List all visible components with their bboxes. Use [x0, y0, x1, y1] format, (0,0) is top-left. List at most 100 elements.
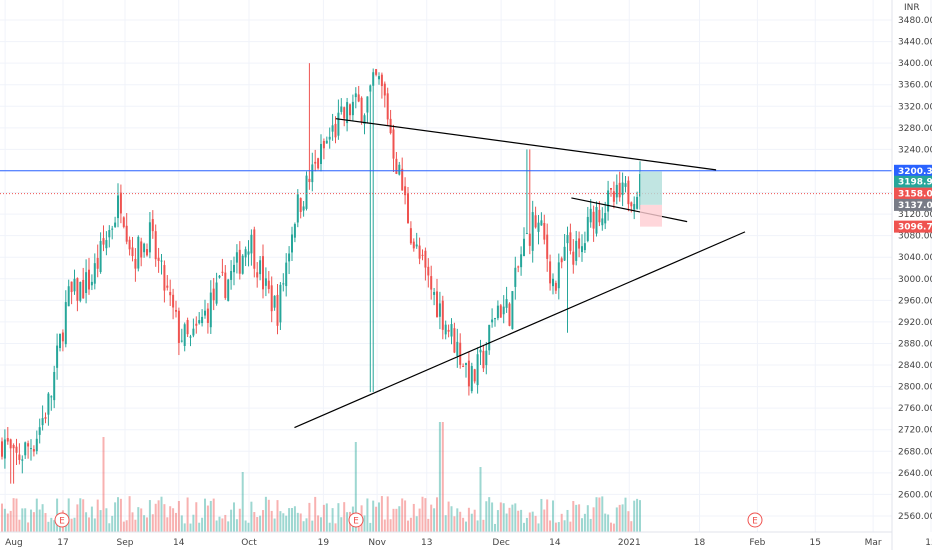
candle-body[interactable]	[453, 328, 456, 353]
candle-body[interactable]	[430, 276, 433, 290]
candle-body[interactable]	[520, 254, 523, 268]
candle-body[interactable]	[479, 349, 482, 353]
candle-body[interactable]	[433, 291, 436, 295]
candle-body[interactable]	[212, 288, 215, 301]
candle-body[interactable]	[172, 294, 175, 308]
candle-body[interactable]	[636, 196, 639, 209]
earnings-marker[interactable]	[348, 512, 364, 528]
candle-body[interactable]	[485, 350, 488, 366]
candle-body[interactable]	[224, 272, 227, 298]
candle-body[interactable]	[375, 69, 378, 75]
candle-body[interactable]	[288, 253, 291, 262]
candle-body[interactable]	[267, 280, 270, 290]
candle-body[interactable]	[595, 206, 598, 234]
candle-body[interactable]	[604, 212, 607, 224]
candle-body[interactable]	[334, 123, 337, 138]
candle-body[interactable]	[450, 324, 453, 337]
candle-body[interactable]	[444, 324, 447, 335]
candle-body[interactable]	[204, 310, 206, 316]
candle-body[interactable]	[366, 96, 369, 113]
candle-body[interactable]	[436, 291, 438, 318]
candle-body[interactable]	[349, 104, 351, 116]
candle-body[interactable]	[424, 250, 427, 268]
candle-body[interactable]	[160, 260, 163, 262]
candle-body[interactable]	[473, 369, 476, 382]
candle-body[interactable]	[61, 332, 64, 342]
candle-body[interactable]	[482, 350, 485, 369]
candle-body[interactable]	[215, 282, 218, 304]
candle-body[interactable]	[73, 278, 76, 292]
candle-body[interactable]	[189, 336, 192, 338]
candle-body[interactable]	[235, 252, 238, 263]
candle-body[interactable]	[540, 220, 543, 226]
candle-body[interactable]	[299, 198, 302, 212]
candle-body[interactable]	[421, 254, 424, 256]
candle-body[interactable]	[250, 234, 253, 254]
candle-body[interactable]	[27, 443, 30, 447]
candle-body[interactable]	[395, 158, 398, 174]
candle-body[interactable]	[624, 183, 627, 187]
candle-body[interactable]	[256, 272, 259, 278]
candle-body[interactable]	[206, 308, 209, 323]
candle-body[interactable]	[525, 233, 528, 235]
candle-body[interactable]	[180, 340, 183, 342]
candle-body[interactable]	[125, 225, 128, 242]
candle-body[interactable]	[372, 72, 375, 86]
candle-body[interactable]	[140, 241, 143, 258]
candle-body[interactable]	[404, 186, 407, 196]
candle-body[interactable]	[476, 354, 479, 386]
candle-body[interactable]	[67, 286, 70, 307]
candle-body[interactable]	[317, 158, 320, 169]
candle-body[interactable]	[554, 282, 557, 291]
candle-body[interactable]	[630, 202, 633, 207]
candle-body[interactable]	[105, 240, 108, 249]
candle-body[interactable]	[311, 164, 314, 183]
candle-body[interactable]	[380, 74, 383, 87]
candle-body[interactable]	[148, 222, 151, 253]
candle-body[interactable]	[1, 441, 3, 457]
candle-body[interactable]	[247, 251, 250, 255]
candle-body[interactable]	[508, 303, 511, 326]
candle-body[interactable]	[201, 316, 204, 324]
candle-body[interactable]	[494, 318, 496, 320]
candle-body[interactable]	[227, 279, 230, 301]
candle-body[interactable]	[285, 262, 288, 287]
candle-body[interactable]	[99, 241, 102, 272]
candle-body[interactable]	[363, 115, 366, 124]
candle-body[interactable]	[418, 245, 421, 259]
candle-body[interactable]	[343, 107, 346, 119]
candle-body[interactable]	[273, 295, 276, 308]
candle-body[interactable]	[383, 83, 386, 96]
short-resistance-trendline[interactable]	[571, 197, 688, 223]
candle-body[interactable]	[470, 366, 473, 392]
candle-body[interactable]	[238, 249, 241, 274]
candle-body[interactable]	[24, 442, 27, 456]
support-trendline[interactable]	[294, 231, 746, 429]
candle-body[interactable]	[543, 222, 546, 240]
candle-body[interactable]	[612, 191, 615, 202]
candle-body[interactable]	[293, 224, 296, 238]
candle-body[interactable]	[575, 240, 578, 261]
candle-body[interactable]	[302, 206, 305, 211]
candle-body[interactable]	[169, 291, 172, 296]
candle-body[interactable]	[378, 76, 380, 80]
candle-body[interactable]	[151, 219, 154, 232]
candle-body[interactable]	[209, 292, 212, 328]
candle-body[interactable]	[192, 328, 195, 336]
candle-body[interactable]	[137, 236, 140, 269]
candle-body[interactable]	[456, 341, 459, 356]
target-zone[interactable]	[640, 171, 662, 205]
candle-body[interactable]	[615, 184, 618, 198]
candle-body[interactable]	[528, 233, 531, 246]
candle-body[interactable]	[38, 427, 41, 435]
candle-body[interactable]	[560, 258, 563, 263]
candle-body[interactable]	[412, 241, 415, 249]
candle-body[interactable]	[53, 371, 56, 401]
candle-body[interactable]	[340, 106, 343, 112]
candle-body[interactable]	[308, 178, 311, 183]
candle-body[interactable]	[90, 281, 93, 286]
candle-body[interactable]	[563, 246, 566, 261]
candle-body[interactable]	[409, 228, 412, 244]
candle-body[interactable]	[296, 194, 299, 223]
candle-body[interactable]	[44, 417, 47, 419]
